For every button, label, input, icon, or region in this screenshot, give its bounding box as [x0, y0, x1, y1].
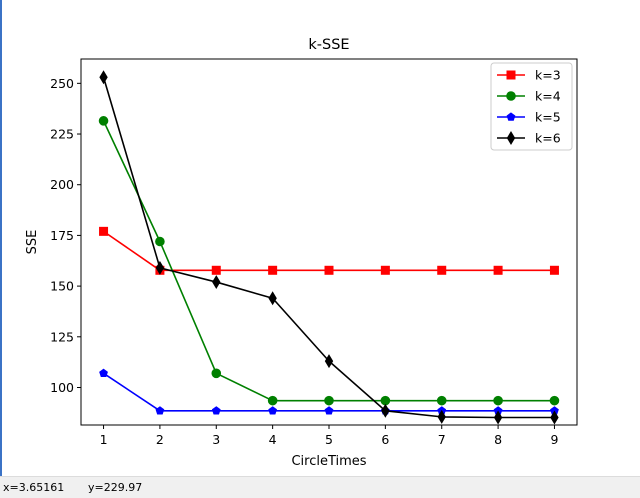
series-k-5-point-2	[155, 406, 165, 415]
cursor-y-readout: y=229.97	[88, 481, 143, 494]
series-k-4-point-8	[493, 395, 503, 406]
series-k-3-point-5	[324, 265, 334, 275]
legend-entry-k-6-marker	[506, 131, 516, 145]
legend-entry-k-4-label: k=4	[535, 89, 561, 104]
series-layer	[98, 70, 560, 425]
y-tick-label-150: 150	[50, 279, 74, 294]
legend-entry-k-3-label: k=3	[535, 68, 561, 83]
legend-entry-k-3: k=3	[497, 68, 561, 83]
series-k-3	[99, 226, 559, 275]
legend-entry-k-3-marker	[506, 70, 516, 80]
x-tick-label-1: 1	[100, 432, 108, 447]
y-tick-label-100: 100	[50, 380, 74, 395]
chart-title: k-SSE	[308, 37, 349, 53]
cursor-x-readout: x=3.65161	[3, 481, 65, 494]
series-k-4-point-7	[436, 395, 447, 406]
series-k-3-point-8	[493, 265, 503, 275]
x-tick-label-2: 2	[156, 432, 164, 447]
series-k-6-point-8	[493, 410, 503, 425]
series-k-3-point-4	[268, 265, 278, 275]
series-k-3-point-3	[211, 265, 221, 275]
window-left-edge	[0, 0, 2, 476]
x-tick-label-4: 4	[269, 432, 277, 447]
series-k-4-point-3	[211, 368, 222, 379]
x-tick-label-3: 3	[212, 432, 220, 447]
y-tick-label-250: 250	[50, 76, 74, 91]
legend-entry-k-6: k=6	[497, 131, 561, 146]
series-k-6-point-9	[550, 410, 559, 425]
series-k-6-point-6	[381, 403, 390, 418]
series-k-5-point-3	[211, 406, 221, 415]
series-k-5-point-1	[99, 368, 108, 378]
y-tick-layer: 100 125 150 175 200 225 250	[50, 76, 81, 395]
series-k-6-point-3	[212, 275, 221, 290]
legend: k=3 k=4 k=5 k=6	[490, 62, 573, 151]
series-k-3-line	[103, 230, 555, 272]
legend-entry-k-5-label: k=5	[535, 110, 561, 125]
x-axis-label: CircleTimes	[291, 454, 366, 469]
x-tick-label-9: 9	[550, 432, 558, 447]
series-k-4-point-4	[267, 395, 278, 406]
series-k-4-point-6	[380, 395, 391, 406]
series-k-6-point-2	[155, 260, 165, 275]
y-tick-label-225: 225	[50, 127, 74, 142]
series-k-3-point-7	[437, 265, 447, 275]
chart: k-SSE 1 2 3 4 5 6 7 8 9 100 125 150 175 200 225 250 Ci…	[25, 37, 578, 469]
series-k-3-point-6	[380, 265, 390, 275]
series-k-5-point-4	[268, 406, 278, 415]
legend-entries: k=3 k=4 k=5 k=6	[497, 68, 561, 146]
series-k-4-point-5	[324, 395, 334, 406]
series-k-3-point-1	[99, 226, 109, 236]
series-k-4-point-1	[98, 116, 109, 126]
series-k-6	[99, 70, 559, 425]
series-k-6-point-1	[99, 70, 108, 85]
legend-frame	[490, 62, 573, 151]
x-tick-layer: 1 2 3 4 5 6 7 8 9	[100, 425, 558, 447]
x-tick-label-6: 6	[381, 432, 389, 447]
series-k-4	[98, 116, 560, 406]
x-tick-label-5: 5	[325, 432, 333, 447]
series-k-6-point-4	[268, 291, 277, 306]
status-bar: x=3.65161 y=229.97	[0, 476, 640, 498]
y-axis-label: SSE	[25, 230, 40, 255]
x-tick-label-8: 8	[494, 432, 502, 447]
legend-entry-k-6-label: k=6	[535, 131, 561, 146]
y-tick-label-175: 175	[50, 228, 74, 243]
y-tick-label-125: 125	[50, 329, 74, 344]
series-k-3-point-9	[549, 265, 559, 275]
legend-entry-k-5: k=5	[497, 110, 561, 125]
legend-entry-k-5-marker	[506, 112, 516, 121]
x-tick-label-7: 7	[438, 432, 446, 447]
series-k-4-point-9	[549, 395, 560, 406]
series-k-4-point-2	[155, 236, 165, 247]
series-k-6-point-7	[437, 409, 446, 424]
series-k-5-point-5	[324, 406, 334, 415]
series-k-5	[99, 368, 559, 415]
series-k-6-point-5	[324, 354, 334, 369]
y-tick-label-200: 200	[50, 177, 74, 192]
legend-entry-k-4: k=4	[497, 89, 561, 104]
legend-entry-k-4-marker	[506, 91, 516, 101]
